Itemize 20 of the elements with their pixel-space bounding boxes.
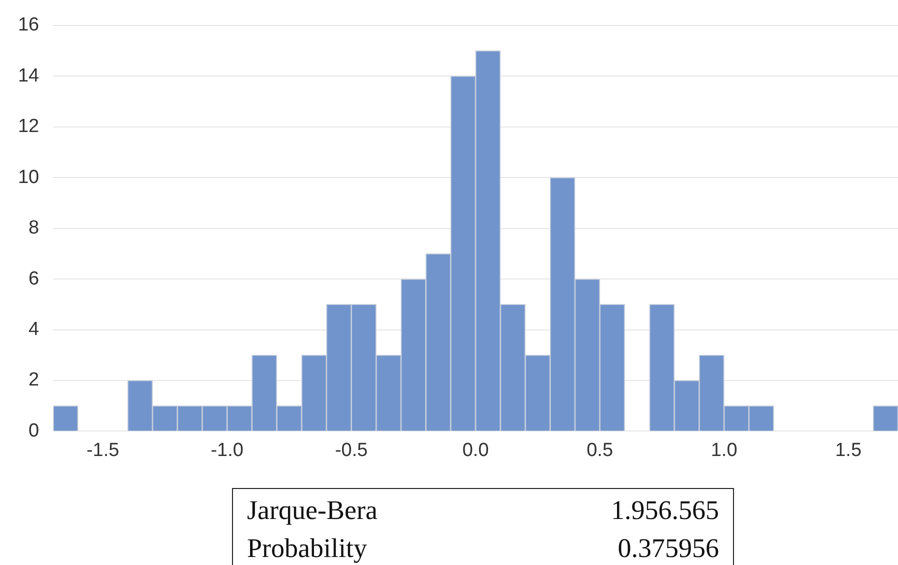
x-tick-label: -1.5 xyxy=(86,440,120,461)
y-tick-label: 8 xyxy=(28,218,40,239)
text: 1.956.565 xyxy=(611,494,719,527)
x-tick-label: 0.5 xyxy=(586,440,614,461)
y-tick-label: 6 xyxy=(28,268,40,290)
text: Jarque-Bera xyxy=(247,494,378,527)
x-tick-label: 1.0 xyxy=(710,440,738,461)
x-tick-label: -0.5 xyxy=(334,440,368,461)
x-tick-label: -1.0 xyxy=(210,440,244,461)
y-tick-label: 2 xyxy=(28,370,40,391)
x-tick-label: 1.5 xyxy=(835,440,862,461)
y-tick-label: 12 xyxy=(18,116,40,138)
y-tick-label: 16 xyxy=(18,14,40,36)
y-tick-label: 0 xyxy=(28,420,40,442)
text: Probability xyxy=(247,532,367,565)
x-tick-label: 0.0 xyxy=(462,440,489,461)
y-tick-label: 14 xyxy=(18,65,40,86)
y-tick-label: 4 xyxy=(28,318,40,340)
y-tick-label: 10 xyxy=(18,166,40,188)
text: 0.375956 xyxy=(618,532,719,565)
